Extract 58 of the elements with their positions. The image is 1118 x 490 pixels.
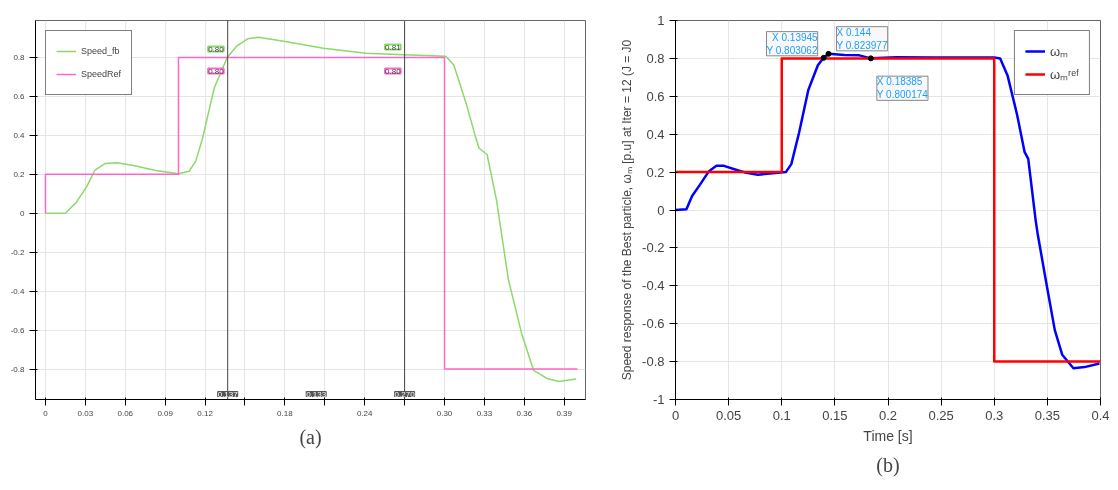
x-tick-label: 0.36 <box>516 408 533 418</box>
y-tick-label: 0.6 <box>646 88 665 104</box>
text: (a) <box>299 425 322 449</box>
legend-label: SpeedRef <box>81 69 122 79</box>
y-tick-label: 0.4 <box>13 130 26 140</box>
x-tick-label: 0.09 <box>157 408 174 418</box>
annotation: 0.133 <box>306 389 327 399</box>
y-tick-label: 0.2 <box>13 169 26 179</box>
y-tick-label: -0.2 <box>10 247 26 257</box>
x-tick-label: 0.03 <box>77 408 94 418</box>
annotation: X 0.13945 Y 0.803062 <box>766 31 819 56</box>
legend-label: ωₘ <box>1049 43 1070 60</box>
annotation: 0.81 <box>385 42 402 52</box>
y-tick-label: -0.6 <box>642 316 665 332</box>
y-tick-label: -1 <box>652 392 665 407</box>
annotation: X 0.144 Y 0.823977 <box>836 26 888 51</box>
y-axis-title: Speed response of the Best particle, ωₘ [p.u] at Iter = 12 (J = J0 <box>620 39 635 381</box>
x-tick-label: 0.4 <box>1091 407 1110 423</box>
y-tick-label: -0.4 <box>10 286 26 296</box>
ref-line-label: 0.137 <box>217 389 239 399</box>
y-tick-label: 0.8 <box>13 53 26 62</box>
y-tick-label: 0.4 <box>646 126 665 142</box>
y-tick-label: 0.6 <box>13 91 26 101</box>
legend-label: Speed_fb <box>81 46 120 56</box>
x-tick-label: 0.3 <box>985 407 1004 423</box>
y-tick-label: -0.2 <box>642 240 665 256</box>
x-tick-label: 0.24 <box>356 408 374 418</box>
annotation: X 0.18385 Y 0.800174 <box>876 76 929 101</box>
x-tick-label: 0.30 <box>436 408 453 418</box>
x-tick-label: 0 <box>671 407 680 423</box>
x-tick-label: 0.18 <box>277 408 294 418</box>
x-tick-label: 0.33 <box>476 408 493 418</box>
y-tick-label: -0.4 <box>642 278 665 294</box>
annotation: 0.80 <box>208 44 225 54</box>
x-tick-label: 0.06 <box>117 408 134 418</box>
y-tick-label: 0 <box>657 202 665 218</box>
x-tick-label: 0.35 <box>1034 407 1061 423</box>
x-tick-label: 0.39 <box>556 408 573 418</box>
y-tick-label: 1 <box>657 13 665 28</box>
x-axis-title: Time [s] <box>863 427 913 444</box>
y-tick-label: 0.8 <box>646 50 665 66</box>
annotation: 0.80 <box>208 66 225 76</box>
x-tick-label: 0.05 <box>715 407 742 423</box>
y-tick-label: -0.8 <box>10 364 26 374</box>
legend-label: ωₘʳᵉᶠ <box>1049 66 1079 83</box>
y-tick-label: -0.6 <box>10 325 26 335</box>
y-tick-label: 0.2 <box>646 164 665 180</box>
x-tick-label: 0.15 <box>822 407 848 423</box>
x-tick-label: 0 <box>43 408 49 418</box>
x-tick-label: 0.12 <box>197 408 214 418</box>
text: (b) <box>876 453 900 477</box>
x-tick-label: 0.1 <box>772 407 791 423</box>
x-tick-label: 0.2 <box>878 407 898 423</box>
ref-line-label: 0.270 <box>394 389 416 399</box>
x-tick-label: 0.25 <box>928 407 954 423</box>
y-tick-label: 0 <box>20 208 26 218</box>
annotation: 0.80 <box>385 66 402 76</box>
y-tick-label: -0.8 <box>642 354 665 370</box>
